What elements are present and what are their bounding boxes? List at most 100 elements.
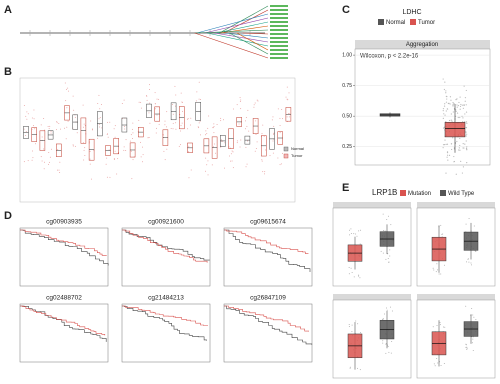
node-label (270, 41, 288, 43)
jitter (459, 105, 462, 108)
jitter (466, 146, 468, 148)
jitter (387, 346, 389, 348)
jitter (443, 126, 445, 128)
jitter (156, 98, 158, 100)
jitter (33, 109, 35, 111)
jitter (465, 305, 467, 307)
jitter (138, 101, 140, 103)
jitter (174, 105, 176, 107)
jitter (172, 128, 174, 130)
jitter (387, 215, 389, 217)
jitter (232, 151, 234, 153)
jitter (390, 352, 392, 354)
jitter (72, 95, 74, 97)
jitter (100, 103, 102, 105)
jitter (207, 160, 209, 162)
curve (224, 229, 311, 272)
jitter (163, 150, 165, 152)
jitter (459, 137, 461, 140)
jitter (286, 116, 288, 118)
jitter (277, 108, 279, 110)
jitter (456, 140, 458, 143)
panel-label: B (4, 66, 12, 78)
plot-title: cg26847109 (250, 295, 286, 302)
jitter (281, 152, 283, 154)
jitter (463, 147, 465, 149)
jitter (107, 136, 109, 138)
jitter (147, 137, 149, 139)
jitter (456, 112, 459, 114)
jitter (360, 229, 362, 231)
jitter (207, 174, 209, 176)
jitter (172, 122, 174, 124)
jitter (462, 147, 464, 149)
jitter (461, 104, 463, 106)
jitter (109, 121, 111, 123)
jitter (41, 160, 43, 162)
jitter (232, 108, 234, 110)
jitter (445, 172, 447, 174)
jitter (33, 118, 35, 120)
jitter (453, 103, 455, 105)
jitter (40, 156, 42, 158)
jitter (286, 98, 288, 100)
jitter (261, 159, 263, 161)
jitter (269, 155, 271, 157)
jitter (154, 103, 156, 105)
jitter (253, 104, 255, 106)
jitter (101, 127, 103, 129)
jitter (445, 90, 447, 92)
jitter (465, 104, 467, 106)
jitter (230, 153, 232, 155)
jitter (239, 146, 241, 148)
panel-label: C (342, 4, 350, 16)
box (444, 122, 466, 138)
curve (122, 305, 208, 326)
jitter (148, 112, 150, 114)
jitter (464, 113, 466, 115)
jitter (89, 163, 91, 165)
jitter (384, 230, 386, 232)
jitter (391, 340, 393, 342)
jitter (451, 148, 453, 151)
jitter (472, 342, 474, 344)
jitter (449, 96, 452, 98)
jitter (465, 89, 467, 92)
jitter (231, 150, 233, 152)
jitter (473, 225, 475, 227)
jitter (114, 136, 116, 138)
jitter (31, 117, 33, 119)
jitter (443, 127, 445, 129)
jitter (99, 126, 101, 128)
jitter (390, 224, 392, 226)
jitter (89, 158, 91, 160)
jitter (216, 123, 218, 125)
jitter (170, 127, 172, 129)
jitter (349, 366, 351, 368)
jitter (121, 103, 123, 105)
jitter (166, 111, 168, 113)
jitter (40, 124, 42, 126)
jitter (465, 135, 467, 137)
strip-label: Aggregation (406, 42, 438, 48)
curve (20, 229, 109, 266)
jitter (132, 132, 134, 134)
jitter (83, 149, 85, 151)
jitter (164, 159, 166, 161)
jitter (443, 88, 445, 91)
jitter (445, 101, 448, 103)
jitter (262, 124, 264, 126)
node-label (270, 33, 288, 35)
jitter (48, 161, 50, 163)
jitter (175, 122, 177, 124)
jitter (437, 362, 439, 364)
jitter (229, 160, 231, 162)
jitter (279, 132, 281, 134)
jitter (212, 146, 214, 148)
jitter (471, 308, 473, 310)
jitter (348, 267, 350, 269)
jitter (442, 117, 444, 119)
jitter (43, 168, 45, 170)
jitter (254, 150, 256, 152)
